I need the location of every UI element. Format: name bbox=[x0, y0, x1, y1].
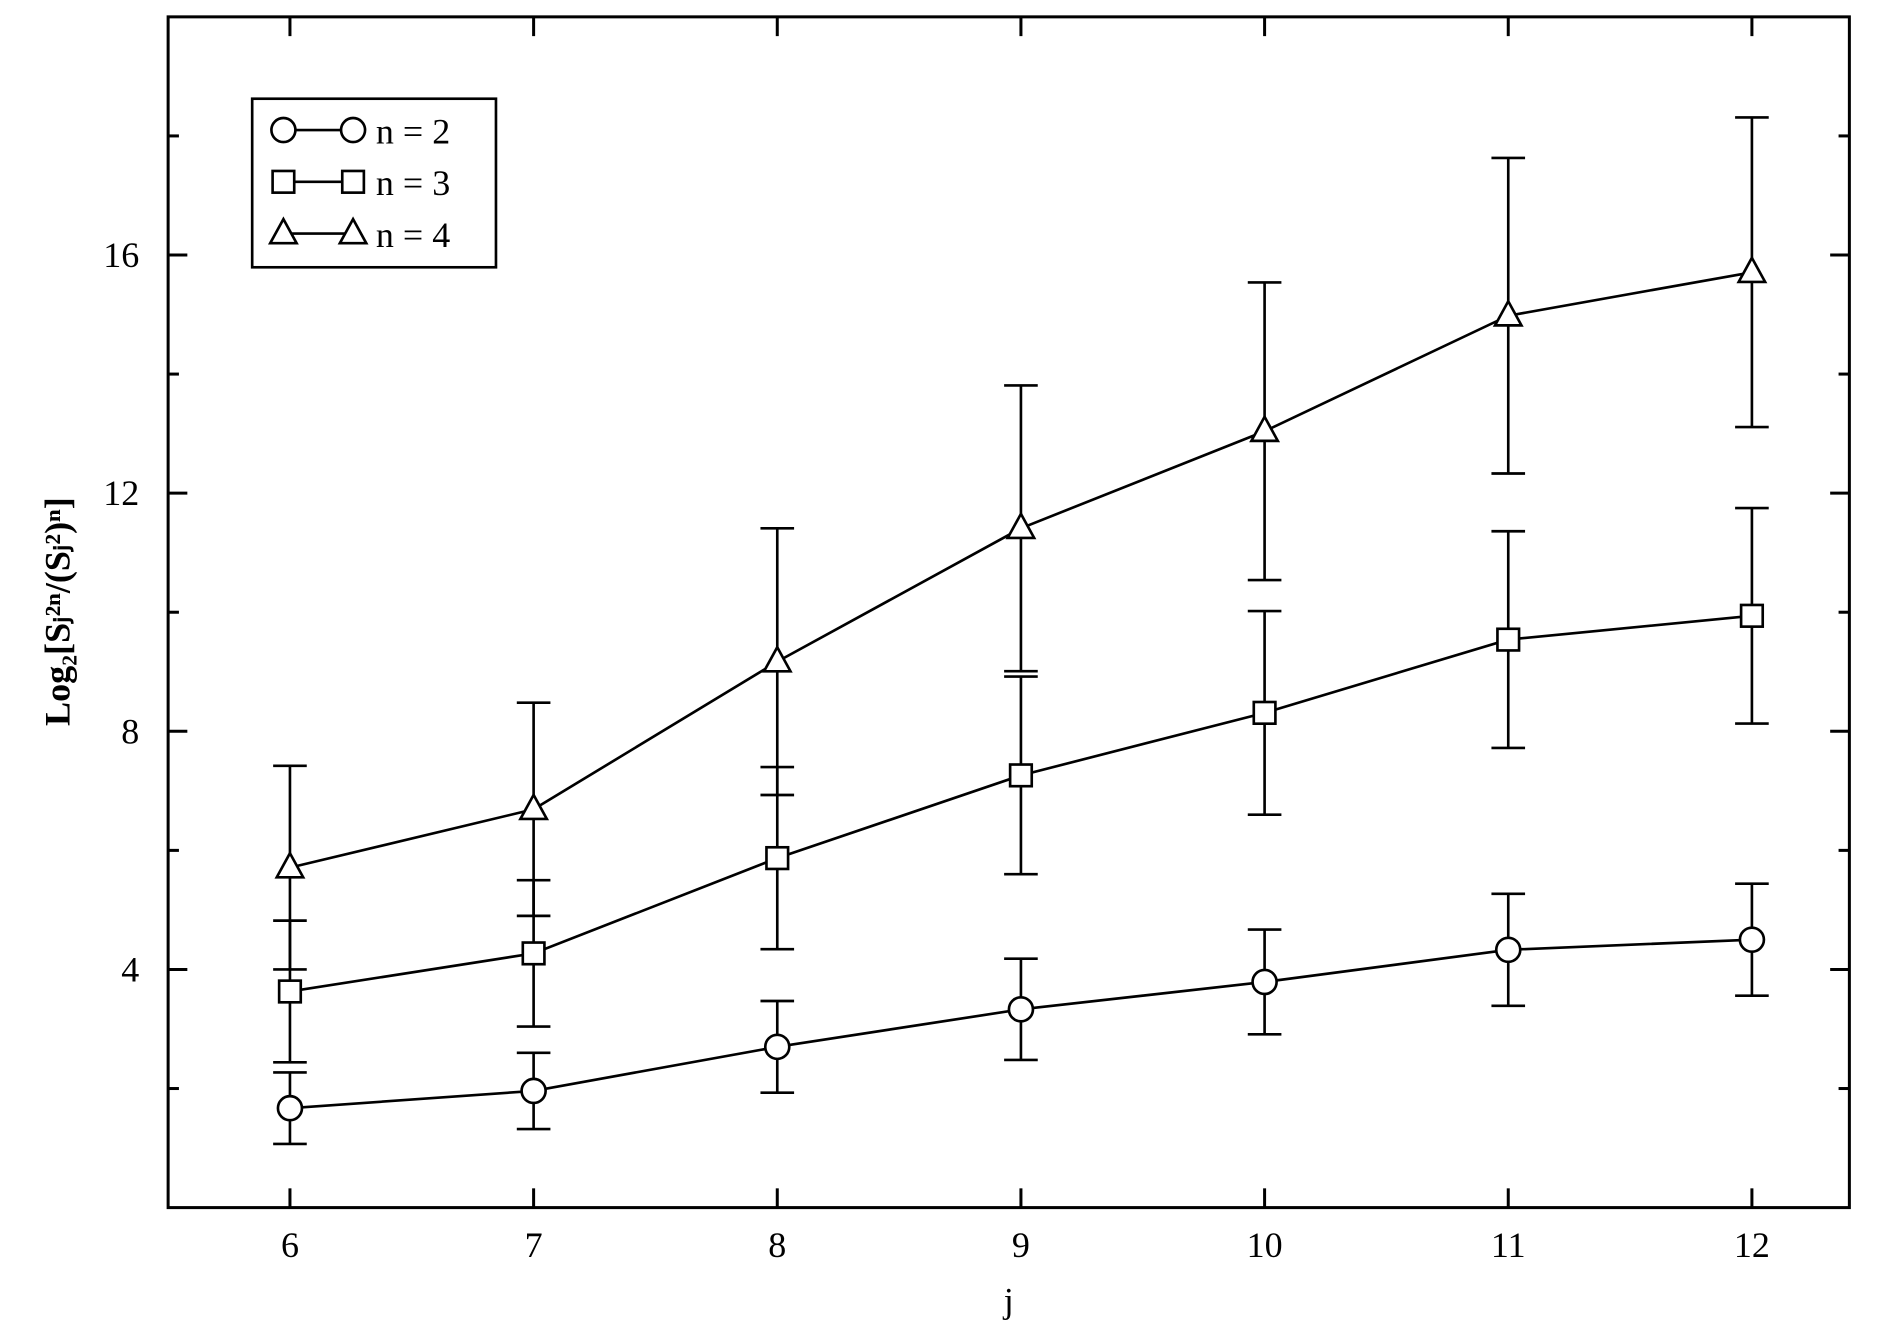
marker bbox=[1496, 627, 1521, 652]
x-tick-label: 11 bbox=[1491, 1225, 1526, 1265]
marker bbox=[1251, 968, 1278, 996]
marker bbox=[1736, 255, 1768, 284]
legend-label: n = 2 bbox=[376, 111, 450, 151]
y-tick-label: 4 bbox=[121, 949, 139, 989]
marker bbox=[1252, 700, 1277, 726]
marker bbox=[520, 1077, 547, 1105]
marker bbox=[763, 1033, 791, 1061]
x-tick-label: 12 bbox=[1734, 1225, 1770, 1265]
y-tick-label: 16 bbox=[103, 235, 139, 275]
marker bbox=[521, 941, 546, 966]
marker bbox=[1008, 763, 1034, 788]
legend-marker bbox=[337, 216, 369, 245]
marker bbox=[1739, 603, 1765, 628]
marker bbox=[1492, 298, 1524, 327]
legend-marker bbox=[340, 169, 366, 194]
marker bbox=[1005, 511, 1037, 540]
x-tick-label: 8 bbox=[768, 1225, 786, 1265]
marker bbox=[1738, 926, 1766, 954]
marker bbox=[1494, 936, 1522, 964]
marker bbox=[274, 850, 306, 879]
legend-marker bbox=[267, 216, 299, 245]
legend-label: n = 4 bbox=[376, 215, 450, 255]
marker bbox=[761, 644, 793, 673]
marker bbox=[765, 845, 790, 871]
legend-label: n = 3 bbox=[376, 163, 450, 203]
legend-marker bbox=[270, 116, 297, 144]
x-tick-label: 6 bbox=[281, 1225, 299, 1265]
x-tick-label: 10 bbox=[1247, 1225, 1283, 1265]
y-tick-label: 8 bbox=[121, 711, 139, 751]
marker bbox=[1249, 414, 1281, 443]
legend-marker bbox=[271, 169, 296, 194]
y-axis-label: Log₂[Sⱼ²ⁿ/(Sⱼ²)ⁿ] bbox=[38, 497, 78, 726]
x-axis-label: j bbox=[1002, 1280, 1014, 1320]
x-tick-label: 7 bbox=[525, 1225, 543, 1265]
marker bbox=[518, 792, 550, 821]
legend-marker bbox=[339, 116, 367, 144]
x-tick-label: 9 bbox=[1012, 1225, 1030, 1265]
marker bbox=[276, 1094, 304, 1122]
marker bbox=[1007, 995, 1035, 1023]
y-tick-label: 12 bbox=[103, 473, 139, 513]
marker bbox=[277, 979, 303, 1004]
